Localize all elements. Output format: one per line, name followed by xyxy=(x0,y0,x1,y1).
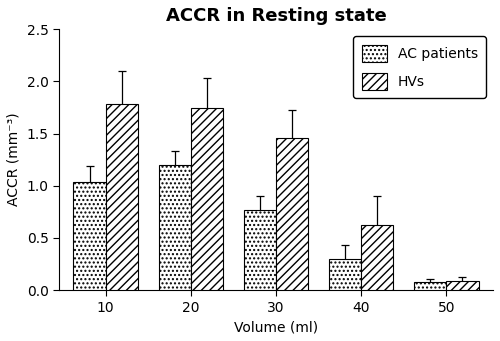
Bar xyxy=(414,282,446,290)
Legend: AC patients, HVs: AC patients, HVs xyxy=(353,36,486,98)
Bar xyxy=(244,210,276,290)
Bar xyxy=(158,165,191,290)
Bar xyxy=(191,107,223,290)
Bar xyxy=(276,138,308,290)
Y-axis label: ACCR (mm⁻³): ACCR (mm⁻³) xyxy=(7,113,21,207)
Bar xyxy=(329,259,361,290)
Title: ACCR in Resting state: ACCR in Resting state xyxy=(166,7,386,25)
Bar xyxy=(74,182,106,290)
Bar xyxy=(446,281,478,290)
Bar xyxy=(106,104,138,290)
Bar xyxy=(361,225,394,290)
X-axis label: Volume (ml): Volume (ml) xyxy=(234,320,318,334)
